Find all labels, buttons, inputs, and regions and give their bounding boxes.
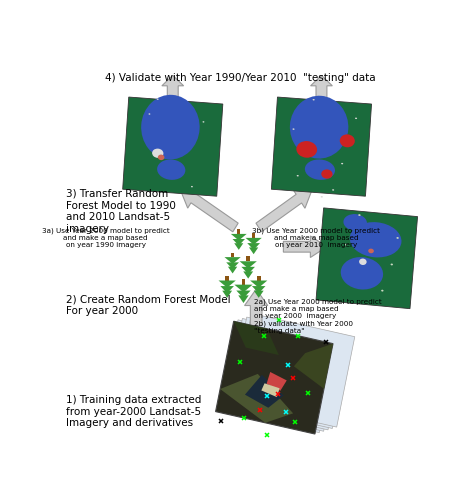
Polygon shape [267,372,287,391]
Polygon shape [243,272,253,278]
Polygon shape [256,189,313,232]
Polygon shape [225,257,241,264]
Ellipse shape [148,114,150,115]
Ellipse shape [350,222,402,258]
Polygon shape [245,375,284,408]
Polygon shape [229,317,346,430]
Polygon shape [220,286,234,294]
Polygon shape [254,290,263,298]
Polygon shape [234,321,279,355]
Polygon shape [246,238,262,244]
Polygon shape [237,230,241,234]
Polygon shape [257,276,261,280]
Ellipse shape [341,257,383,290]
Polygon shape [240,262,257,268]
Ellipse shape [332,189,334,190]
Ellipse shape [358,214,361,216]
Ellipse shape [396,237,399,239]
Polygon shape [316,208,417,308]
Ellipse shape [341,163,343,164]
Polygon shape [123,97,223,196]
Text: 3b) Use Year 2000 model to predict
and make a map based
on year 2010  imagery: 3b) Use Year 2000 model to predict and m… [252,228,380,248]
Ellipse shape [296,141,317,158]
Polygon shape [252,286,265,294]
Text: 3) Transfer Random
Forest Model to 1990
and 2010 Landsat-5
imagery: 3) Transfer Random Forest Model to 1990 … [66,189,176,234]
Ellipse shape [290,96,348,158]
Ellipse shape [321,170,333,178]
Ellipse shape [355,118,357,119]
Ellipse shape [297,175,299,176]
Polygon shape [222,290,232,298]
Polygon shape [224,318,342,431]
Polygon shape [220,320,337,432]
Polygon shape [237,314,355,427]
Ellipse shape [391,264,393,266]
Polygon shape [238,296,249,303]
Ellipse shape [321,196,323,198]
Polygon shape [271,97,372,196]
Polygon shape [245,289,268,326]
Ellipse shape [340,134,355,147]
Ellipse shape [203,121,205,122]
Polygon shape [162,76,183,98]
Ellipse shape [381,290,383,292]
Polygon shape [234,284,253,292]
Ellipse shape [292,128,294,130]
Ellipse shape [305,160,335,180]
Polygon shape [236,290,251,298]
Polygon shape [226,262,239,269]
Polygon shape [219,280,236,287]
Polygon shape [252,233,256,238]
Ellipse shape [158,154,164,160]
Ellipse shape [157,98,159,100]
Polygon shape [233,239,245,246]
Polygon shape [234,243,243,250]
Ellipse shape [344,214,367,231]
Polygon shape [241,280,245,284]
Text: 4) Validate with Year 1990/Year 2010  "testing" data: 4) Validate with Year 1990/Year 2010 "te… [104,73,375,83]
Polygon shape [261,384,279,397]
Polygon shape [228,266,237,274]
Polygon shape [231,234,247,240]
Text: 2) Create Random Forest Model
For year 2000: 2) Create Random Forest Model For year 2… [66,295,230,316]
Polygon shape [246,256,250,262]
Polygon shape [249,248,258,254]
Polygon shape [233,316,351,428]
Polygon shape [284,236,327,258]
Polygon shape [250,280,267,287]
Ellipse shape [141,95,200,160]
Polygon shape [241,267,255,274]
Text: 1) Training data extracted
from year-2000 Landsat-5
Imagery and derivatives: 1) Training data extracted from year-200… [66,395,201,428]
Ellipse shape [345,244,347,246]
Polygon shape [216,321,333,434]
Text: 3a) Use Year 2000 model to predict
and make a map based
on year 1990 imagery: 3a) Use Year 2000 model to predict and m… [42,228,169,248]
Polygon shape [225,276,229,280]
Ellipse shape [368,248,374,254]
Polygon shape [220,374,293,423]
Text: 2a) Use Year 2000 model to predict
and make a map based
on year 2000  imagery
2b: 2a) Use Year 2000 model to predict and m… [255,298,382,334]
Polygon shape [311,76,332,98]
Polygon shape [294,344,333,389]
Ellipse shape [359,258,366,265]
Polygon shape [247,243,260,250]
Ellipse shape [313,99,314,100]
Polygon shape [180,189,238,232]
Ellipse shape [152,148,163,158]
Ellipse shape [191,186,193,188]
Ellipse shape [157,160,185,180]
Polygon shape [231,252,234,257]
